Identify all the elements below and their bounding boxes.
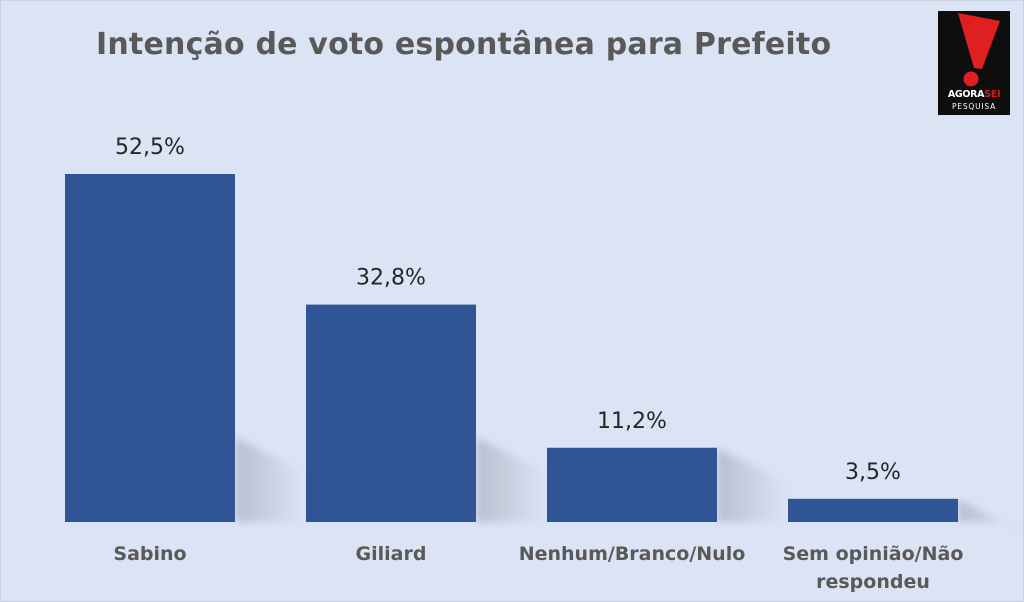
logo-text: AGORASEI — [938, 89, 1010, 101]
bar-shadow — [235, 437, 305, 522]
data-label-3: 3,5% — [845, 460, 901, 485]
bar-shadow — [958, 498, 1023, 532]
agorasei-logo: AGORASEI PESQUISA — [938, 11, 1010, 115]
bar-shadow — [476, 437, 546, 522]
category-label-2: Nenhum/Branco/Nulo — [519, 543, 746, 565]
logo-subtext: PESQUISA — [951, 102, 997, 111]
data-label-1: 32,8% — [356, 266, 426, 291]
chart-title: Intenção de voto espontânea para Prefeit… — [96, 27, 832, 62]
category-label-3-line-1: respondeu — [816, 571, 930, 593]
data-label-0: 52,5% — [115, 135, 185, 160]
data-label-2: 11,2% — [597, 409, 667, 434]
bar-2 — [547, 447, 717, 522]
bar-1 — [306, 304, 476, 522]
category-label-3-line-0: Sem opinião/Não — [783, 543, 964, 565]
category-label-0: Sabino — [113, 543, 186, 565]
bar-0 — [65, 174, 235, 522]
bar-3 — [788, 498, 958, 522]
bar-shadow — [717, 447, 787, 522]
logo-text-sei: SEI — [984, 89, 1001, 100]
logo-text-agora: AGORA — [947, 89, 985, 100]
exclamation-icon — [958, 13, 1000, 87]
category-label-1: Giliard — [356, 543, 427, 565]
